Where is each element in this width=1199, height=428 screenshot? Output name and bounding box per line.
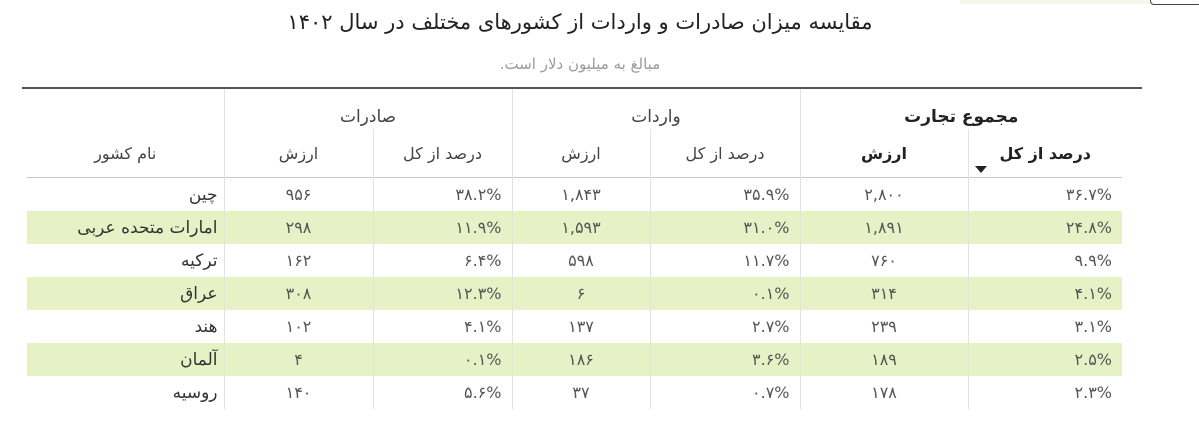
cell-exports-percent: ۴.۱%: [372, 310, 512, 343]
cell-total-value: ۱۸۹: [799, 343, 968, 376]
cell-total-percent: ۲.۳%: [967, 376, 1122, 409]
cell-total-percent: ۲۴.۸%: [967, 211, 1122, 244]
table-top-rule: [22, 87, 1142, 89]
cell-imports-percent: ۰.۱%: [649, 277, 800, 310]
cell-total-percent: ۲.۵%: [967, 343, 1122, 376]
cell-imports-percent: ۳۱.۰%: [649, 211, 800, 244]
table-row: چین ۹۵۶ ۳۸.۲% ۱,۸۴۳ ۳۵.۹% ۲,۸۰۰ ۳۶.۷%: [27, 177, 1122, 211]
page-subtitle: مبالغ به میلیون دلار است.: [499, 55, 661, 73]
cell-exports-percent: ۶.۴%: [372, 244, 512, 277]
cell-total-percent: ۳۶.۷%: [967, 177, 1122, 211]
cell-total-value: ۳۱۴: [799, 277, 968, 310]
cell-country: عراق: [27, 277, 224, 310]
table-row: عراق ۳۰۸ ۱۲.۳% ۶ ۰.۱% ۳۱۴ ۴.۱%: [27, 277, 1122, 310]
cell-imports-percent: ۳.۶%: [649, 343, 800, 376]
cell-exports-value: ۴: [223, 343, 373, 376]
cell-total-value: ۷۶۰: [799, 244, 968, 277]
cell-imports-value: ۱۸۶: [511, 343, 650, 376]
column-header-exports-value[interactable]: ارزش: [223, 129, 373, 178]
table-row: ترکیه ۱۶۲ ۶.۴% ۵۹۸ ۱۱.۷% ۷۶۰ ۹.۹%: [27, 244, 1122, 277]
cell-total-percent: ۳.۱%: [967, 310, 1122, 343]
cell-exports-percent: ۳۸.۲%: [372, 177, 512, 211]
column-header-total-value[interactable]: ارزش: [799, 129, 968, 178]
cell-country: امارات متحده عربی: [27, 211, 224, 244]
cell-imports-percent: ۳۵.۹%: [649, 177, 800, 211]
group-header-row: صادرات واردات مجموع تجارت: [27, 89, 1122, 129]
top-right-button-edge[interactable]: [1150, 0, 1199, 5]
cell-exports-percent: ۵.۶%: [372, 376, 512, 409]
cell-exports-percent: ۱۱.۹%: [372, 211, 512, 244]
cell-imports-value: ۱,۸۴۳: [511, 177, 650, 211]
column-header-total-percent-label: درصد از کل: [999, 143, 1092, 163]
table-row: آلمان ۴ ۰.۱% ۱۸۶ ۳.۶% ۱۸۹ ۲.۵%: [27, 343, 1122, 376]
column-header-total-percent[interactable]: درصد از کل: [967, 129, 1122, 178]
cell-country: هند: [194, 316, 218, 337]
group-header-total: مجموع تجارت: [799, 89, 1122, 129]
column-header-row: نام کشور ارزش درصد از کل ارزش درصد از کل…: [27, 129, 1122, 178]
cell-exports-percent: ۰.۱%: [372, 343, 512, 376]
cell-total-value: ۲,۸۰۰: [799, 177, 968, 211]
cell-country: ترکیه: [181, 250, 218, 271]
column-header-imports-value[interactable]: ارزش: [511, 129, 650, 178]
table-row: هند ۱۰۲ ۴.۱% ۱۳۷ ۲.۷% ۲۳۹ ۳.۱%: [27, 310, 1122, 343]
cell-imports-value: ۶: [511, 277, 650, 310]
column-header-imports-percent[interactable]: درصد از کل: [649, 129, 800, 178]
column-header-country[interactable]: نام کشور: [94, 143, 157, 163]
cell-exports-value: ۳۰۸: [223, 277, 373, 310]
cell-exports-value: ۱۰۲: [223, 310, 373, 343]
cell-exports-value: ۹۵۶: [223, 177, 373, 211]
table-row: روسیه ۱۴۰ ۵.۶% ۳۷ ۰.۷% ۱۷۸ ۲.۳%: [27, 376, 1122, 409]
cell-exports-value: ۱۶۲: [223, 244, 373, 277]
cell-imports-percent: ۲.۷%: [649, 310, 800, 343]
column-header-exports-percent[interactable]: درصد از کل: [372, 129, 512, 178]
cell-total-value: ۱,۸۹۱: [799, 211, 968, 244]
page-title: مقایسه میزان صادرات و واردات از کشورهای …: [287, 10, 873, 34]
table-row: امارات متحده عربی ۲۹۸ ۱۱.۹% ۱,۵۹۳ ۳۱.۰% …: [27, 211, 1122, 244]
cell-imports-value: ۱,۵۹۳: [511, 211, 650, 244]
cell-imports-percent: ۰.۷%: [649, 376, 800, 409]
country-group-spacer: [27, 89, 224, 129]
cell-country: آلمان: [27, 343, 224, 376]
cell-imports-percent: ۱۱.۷%: [649, 244, 800, 277]
cell-exports-value: ۲۹۸: [223, 211, 373, 244]
group-header-exports: صادرات: [223, 89, 512, 129]
cell-country: روسیه: [172, 382, 218, 403]
cell-total-value: ۲۳۹: [799, 310, 968, 343]
cell-imports-value: ۳۷: [511, 376, 650, 409]
cell-imports-value: ۱۳۷: [511, 310, 650, 343]
cell-total-percent: ۴.۱%: [967, 277, 1122, 310]
cell-imports-value: ۵۹۸: [511, 244, 650, 277]
sort-descending-icon[interactable]: [974, 166, 987, 173]
cell-total-value: ۱۷۸: [799, 376, 968, 409]
trade-table: صادرات واردات مجموع تجارت نام کشور ارزش …: [27, 89, 1122, 409]
cell-country: چین: [188, 184, 218, 205]
cell-total-percent: ۹.۹%: [967, 244, 1122, 277]
group-header-imports: واردات: [511, 89, 800, 129]
cell-exports-value: ۱۴۰: [223, 376, 373, 409]
cell-exports-percent: ۱۲.۳%: [372, 277, 512, 310]
top-edge-strip: [960, 0, 1160, 4]
